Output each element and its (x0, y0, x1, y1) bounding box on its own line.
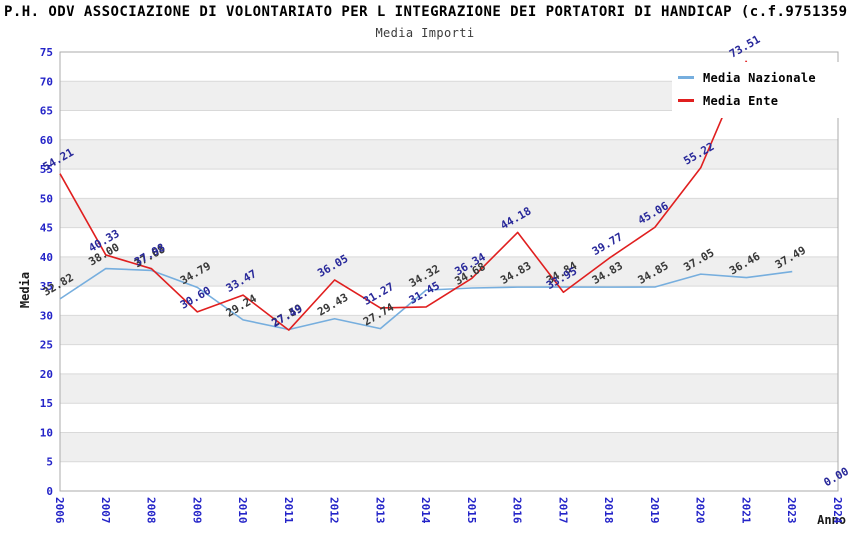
legend-dash-icon (678, 99, 694, 102)
x-tick-label: 2020 (694, 497, 707, 524)
x-tick-label: 2015 (465, 497, 478, 524)
x-tick-label: 2012 (328, 497, 341, 524)
plot-band (60, 432, 838, 462)
series-line-media-nazionale (59, 267, 793, 331)
y-tick-label: 35 (40, 280, 53, 293)
legend-item-media-nazionale: Media Nazionale (678, 66, 850, 89)
y-tick-label: 10 (40, 426, 53, 439)
x-tick-label: 2017 (556, 497, 569, 524)
x-tick-label: 2018 (602, 497, 615, 524)
y-tick-label: 30 (40, 309, 53, 322)
y-tick-label: 65 (40, 105, 53, 118)
chart-subtitle: Media Importi (375, 26, 475, 40)
plot-border (59, 51, 839, 492)
x-tick-label: 2021 (739, 497, 752, 524)
plot-band (60, 139, 838, 170)
y-tick-label: 15 (40, 397, 53, 410)
legend-item-media-ente: Media Ente (678, 89, 850, 112)
chart-title: P.H. ODV ASSOCIAZIONE DI VOLONTARIATO PE… (4, 4, 848, 20)
series-line-media-ente (59, 60, 748, 331)
y-tick-label: 70 (40, 75, 53, 88)
plot-band (60, 373, 838, 404)
y-tick-label: 20 (40, 368, 53, 381)
x-tick-label: 2007 (99, 497, 112, 524)
legend-dash-icon (678, 76, 694, 79)
x-tick-label: 2006 (53, 497, 66, 524)
y-tick-label: 60 (40, 134, 53, 147)
x-tick-label: 2014 (419, 497, 432, 524)
y-tick-label: 45 (40, 222, 53, 235)
x-tick-label: 2011 (282, 497, 295, 524)
y-tick-label: 55 (40, 163, 53, 176)
y-tick-label: 5 (46, 456, 53, 469)
y-tick-label: 0 (46, 485, 53, 498)
data-label: 32.82 (41, 271, 76, 299)
chart-legend: Media Nazionale Media Ente (672, 62, 850, 118)
data-label: 73.51 (727, 33, 763, 61)
x-tick-label: 2008 (145, 497, 158, 524)
plot-band (60, 198, 838, 228)
x-tick-label: 2023 (785, 497, 798, 524)
plot-band (60, 315, 838, 345)
x-axis-title: Anno (817, 513, 846, 527)
x-tick-label: 2009 (190, 497, 203, 524)
x-tick-label: 2024 (831, 497, 844, 524)
x-tick-label: 2019 (648, 497, 661, 524)
y-tick-label: 75 (40, 46, 53, 59)
y-tick-label: 25 (40, 339, 53, 352)
legend-label: Media Nazionale (703, 70, 816, 85)
y-tick-label: 40 (40, 251, 53, 264)
y-tick-label: 50 (40, 192, 53, 205)
x-tick-label: 2010 (236, 497, 249, 524)
plot-band (60, 256, 838, 287)
data-label: 39.77 (590, 230, 625, 258)
legend-label: Media Ente (703, 93, 779, 108)
x-tick-label: 2016 (511, 497, 524, 524)
data-label: 0.00 (822, 465, 850, 490)
x-tick-label: 2013 (373, 497, 386, 524)
